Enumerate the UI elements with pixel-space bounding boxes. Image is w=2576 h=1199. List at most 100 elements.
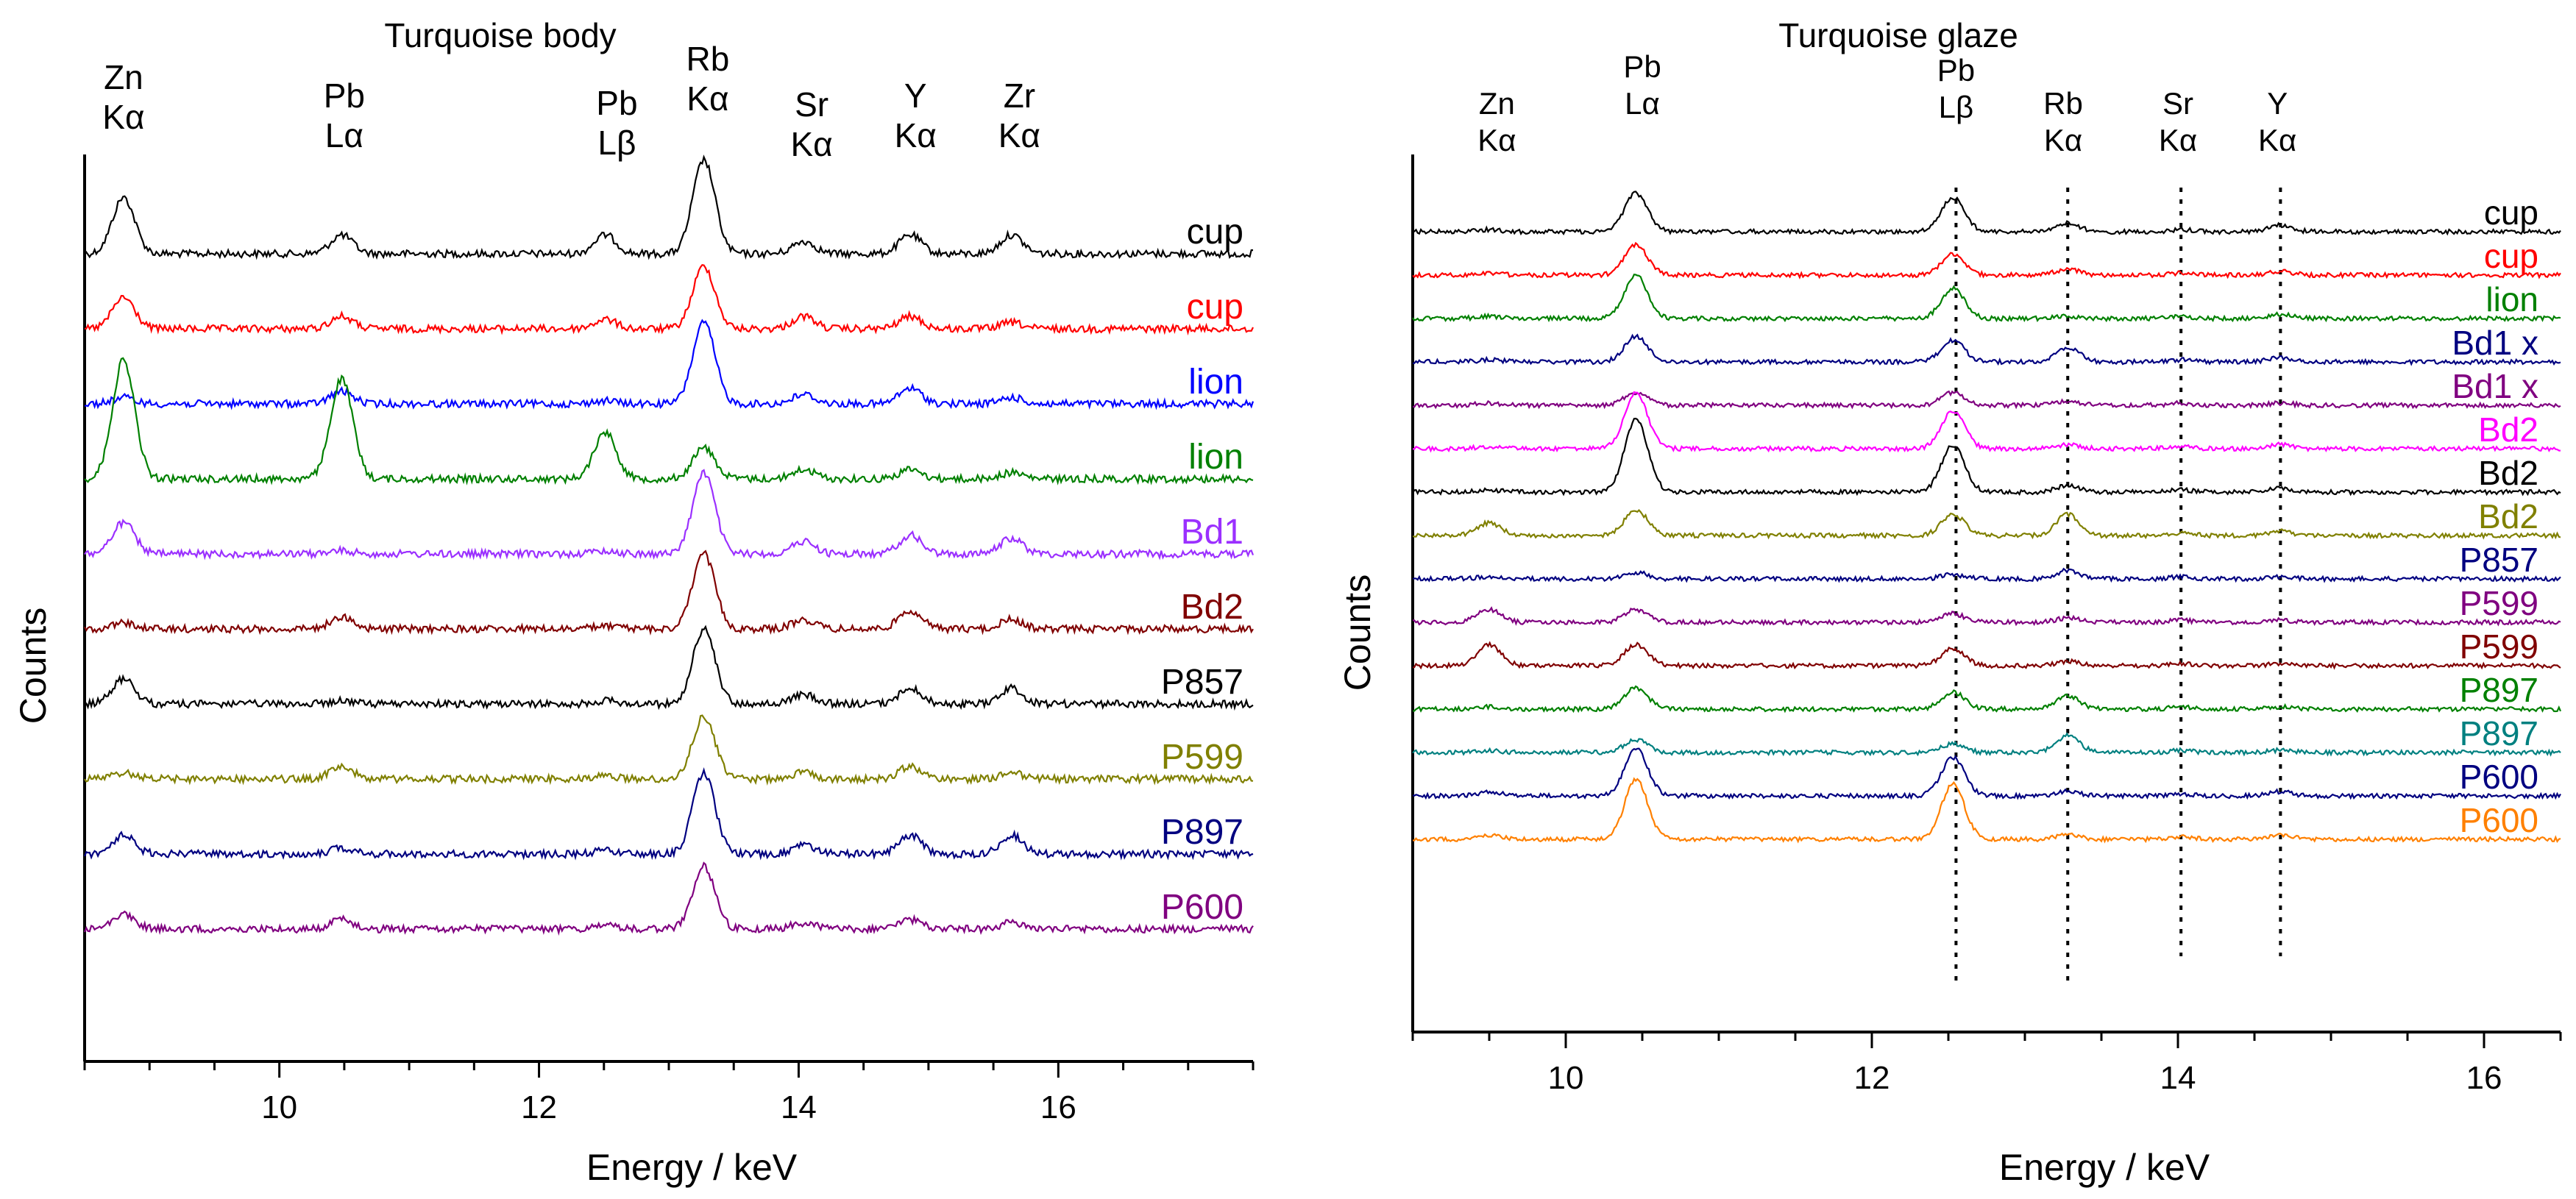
series-label: P600: [1161, 888, 1243, 927]
series-line: [1412, 241, 2561, 280]
x-axis-label: Energy / keV: [1999, 1147, 2210, 1188]
peak-element-label: Y: [2267, 86, 2288, 121]
x-tick-label: 12: [521, 1089, 557, 1125]
series-label: Bd1: [1181, 513, 1243, 552]
peak-line-label: Kα: [895, 116, 937, 154]
series-label: P599: [1161, 738, 1243, 777]
series-line: [1412, 333, 2561, 366]
peak-line-label: Kα: [998, 116, 1040, 154]
series-label: Bd2: [2478, 410, 2538, 449]
peak-element-label: Pb: [596, 84, 637, 122]
peak-line-label: Kα: [1477, 123, 1516, 157]
series-label: lion: [1188, 363, 1243, 402]
turquoise-body-chart: Turquoise body Energy / keV Counts 10 12 1…: [13, 16, 1255, 1188]
series-label: Bd2: [2478, 454, 2538, 492]
series-line: [84, 319, 1255, 410]
series-label: Bd2: [2478, 497, 2538, 536]
series-label: P599: [2460, 584, 2538, 622]
series-label: P857: [1161, 663, 1243, 702]
chart-title: Turquoise body: [384, 16, 616, 54]
series-line: [83, 766, 1254, 861]
x-tick-label: 16: [1040, 1089, 1076, 1125]
peak-line-label: Lβ: [1939, 90, 1974, 124]
x-tick-label: 16: [2466, 1060, 2502, 1096]
peak-element-label: Zn: [1479, 86, 1515, 121]
x-axis-label: Energy / keV: [586, 1147, 798, 1188]
peak-line-label: Kα: [790, 125, 832, 163]
series-label: Bd2: [1181, 588, 1243, 627]
peak-element-label: Pb: [1623, 49, 1661, 84]
chart-title: Turquoise glaze: [1778, 16, 2018, 54]
peak-line-label: Kα: [2044, 123, 2082, 157]
peak-element-label: Sr: [795, 85, 828, 124]
series-line: [1412, 606, 2561, 627]
peak-label: YKα: [2258, 86, 2296, 157]
peak-line-label: Lβ: [597, 124, 636, 162]
series-line: [84, 357, 1254, 485]
series-line: [83, 861, 1254, 936]
series-line: [1412, 641, 2561, 670]
series-label: lion: [1188, 438, 1243, 477]
y-axis-label: Counts: [1337, 574, 1378, 691]
peak-element-label: Zn: [104, 58, 143, 96]
series-line: [1413, 777, 2561, 844]
peak-line-label: Kα: [102, 98, 144, 136]
series-label: cup: [1187, 288, 1243, 327]
series-label: P897: [2460, 671, 2538, 709]
series-line: [1412, 509, 2561, 540]
series-label: P599: [2460, 627, 2538, 666]
peak-element-label: Rb: [686, 40, 730, 78]
peak-label: YKα: [895, 77, 937, 154]
series-label: lion: [2485, 280, 2538, 319]
peak-element-label: Zr: [1004, 77, 1035, 115]
series-line: [1412, 567, 2561, 583]
x-tick-label: 10: [261, 1089, 297, 1125]
series-line: [1412, 191, 2561, 236]
series-line: [1412, 273, 2561, 323]
peak-element-label: Rb: [2043, 86, 2083, 121]
peak-line-label: Lα: [1625, 86, 1660, 121]
series-line: [1412, 732, 2561, 757]
x-tick-label: 12: [1854, 1060, 1890, 1096]
series-line: [84, 154, 1254, 260]
series-line: [84, 469, 1255, 561]
series-label: Bd1 x: [2452, 324, 2538, 362]
series-label: P600: [2460, 801, 2538, 839]
peak-element-label: Sr: [2162, 86, 2193, 121]
peak-line-label: Kα: [2258, 123, 2296, 157]
x-tick-label: 10: [1548, 1060, 1584, 1096]
series-label: cup: [2484, 193, 2538, 232]
series-label: P897: [2460, 714, 2538, 753]
peak-element-label: Y: [904, 77, 927, 115]
peak-element-label: Pb: [324, 77, 365, 115]
series-label: cup: [1187, 213, 1243, 252]
peak-line-label: Kα: [2159, 123, 2197, 157]
peak-line-label: Lα: [325, 116, 363, 154]
y-axis-label: Counts: [13, 608, 54, 724]
series-line: [1413, 391, 2561, 453]
peak-line-label: Kα: [686, 79, 728, 118]
series-label: cup: [2484, 237, 2538, 275]
series-label: P600: [2460, 758, 2538, 796]
series-label: P897: [1161, 813, 1243, 852]
x-tick-label: 14: [781, 1089, 817, 1125]
x-tick-label: 14: [2160, 1060, 2196, 1096]
series-line: [84, 625, 1254, 711]
series-label: P857: [2460, 541, 2538, 579]
series-line: [84, 714, 1254, 786]
turquoise-glaze-chart: Turquoise glaze Energy / keV Counts 10 12…: [1337, 16, 2562, 1188]
